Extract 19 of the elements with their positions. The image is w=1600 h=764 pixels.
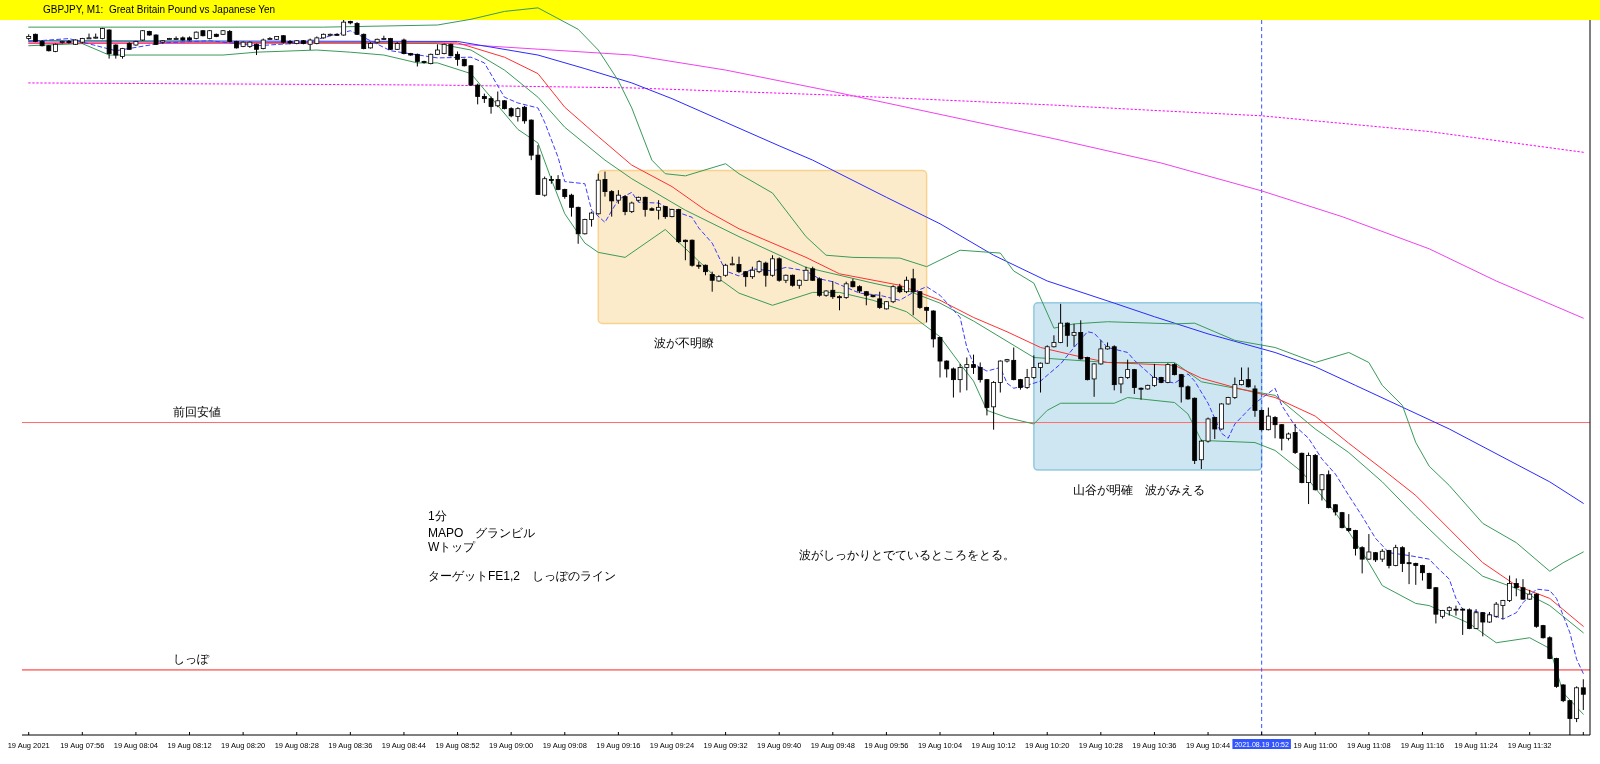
- band-label: 波が不明瞭: [654, 336, 715, 351]
- annotation: 1分: [428, 509, 447, 523]
- candlestick: [1580, 678, 1586, 711]
- candlestick: [1245, 366, 1251, 389]
- candlestick: [1131, 368, 1137, 395]
- candlestick: [1292, 423, 1298, 455]
- candlestick: [1038, 361, 1043, 394]
- title: GBPJPY, M1: Great Britain Pound vs Japanese Yen: [43, 4, 276, 15]
- candlestick: [770, 254, 775, 278]
- annotation: 波がしっかりとでているところをとる。: [799, 548, 1015, 562]
- band-label: 山谷が明確 波がみえる: [1072, 483, 1205, 497]
- candlestick: [971, 354, 976, 375]
- annotation: MAPO グランビル: [428, 526, 536, 540]
- ref-line-label: 前回安値: [173, 404, 221, 419]
- annotation: Wトップ: [428, 540, 476, 554]
- candlestick: [1353, 529, 1358, 557]
- candlestick: [569, 193, 574, 218]
- annotation: ターゲットFE1,2 しっぽのライン: [428, 569, 616, 583]
- ref-line-label: しっぽ: [173, 651, 209, 666]
